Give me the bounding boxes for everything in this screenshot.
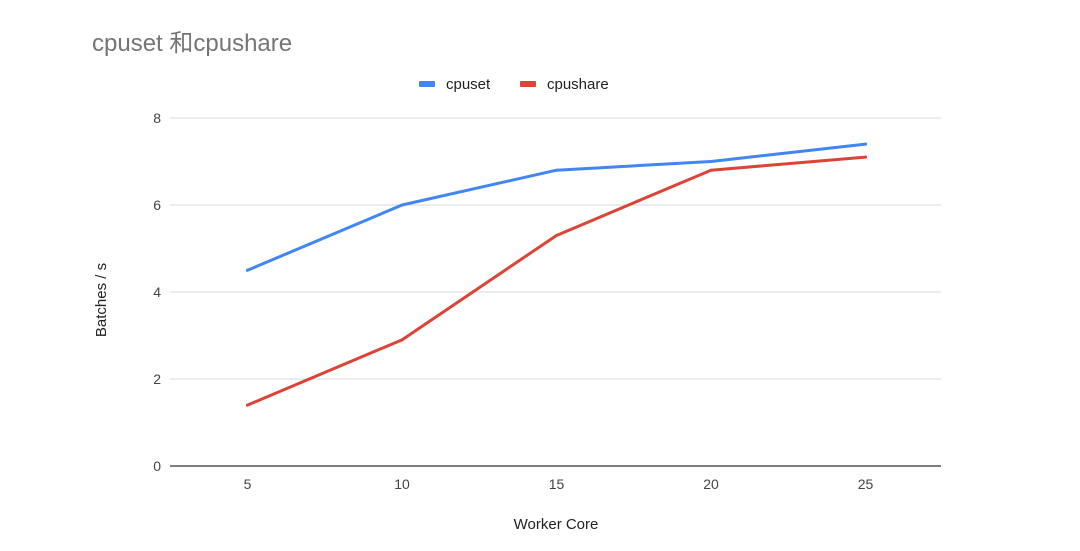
data-point-cpushare-5 — [246, 403, 249, 407]
gridlines — [170, 117, 941, 380]
series-line-cpushare — [246, 155, 867, 407]
x-tick-label: 20 — [703, 476, 719, 492]
data-point-cpuset-20 — [709, 160, 713, 163]
data-point-cpushare-15 — [555, 233, 558, 237]
y-axis-title: Batches / s — [93, 263, 110, 337]
y-tick-label: 0 — [153, 458, 161, 474]
y-axis-tick-labels: 0 2 4 6 8 — [153, 110, 161, 474]
x-tick-label: 15 — [549, 476, 565, 492]
x-tick-label: 5 — [244, 476, 252, 492]
data-point-cpushare-25 — [864, 155, 867, 159]
series-lines — [246, 142, 867, 407]
x-tick-label: 25 — [858, 476, 874, 492]
data-point-cpuset-25 — [864, 142, 867, 146]
data-point-cpushare-10 — [400, 338, 404, 342]
legend-swatch-cpuset — [419, 81, 435, 87]
legend-label-cpushare: cpushare — [547, 76, 609, 93]
y-tick-label: 4 — [153, 284, 161, 300]
data-point-cpuset-15 — [555, 168, 558, 172]
data-point-cpuset-10 — [400, 203, 404, 207]
legend: cpuset cpushare — [419, 76, 609, 93]
y-tick-label: 2 — [153, 371, 161, 387]
legend-swatch-cpushare — [520, 81, 536, 87]
y-tick-label: 6 — [153, 197, 161, 213]
data-point-cpushare-20 — [709, 168, 713, 172]
data-point-cpuset-5 — [246, 268, 249, 272]
legend-label-cpuset: cpuset — [446, 76, 491, 93]
x-axis-title: Worker Core — [514, 516, 599, 533]
chart-title: cpuset 和cpushare — [92, 30, 292, 57]
y-tick-label: 8 — [153, 110, 161, 126]
x-tick-label: 10 — [394, 476, 410, 492]
x-axis-tick-labels: 5 10 15 20 25 — [244, 476, 874, 492]
series-line-cpuset — [246, 142, 867, 272]
